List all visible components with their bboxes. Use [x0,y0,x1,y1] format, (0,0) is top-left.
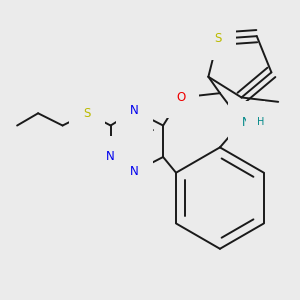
Text: H: H [257,117,265,127]
Text: S: S [83,107,91,120]
Text: N: N [242,116,250,128]
Text: N: N [106,151,115,164]
Text: O: O [176,91,185,104]
Text: N: N [130,104,139,117]
Text: N: N [130,165,139,178]
Text: S: S [214,32,221,45]
